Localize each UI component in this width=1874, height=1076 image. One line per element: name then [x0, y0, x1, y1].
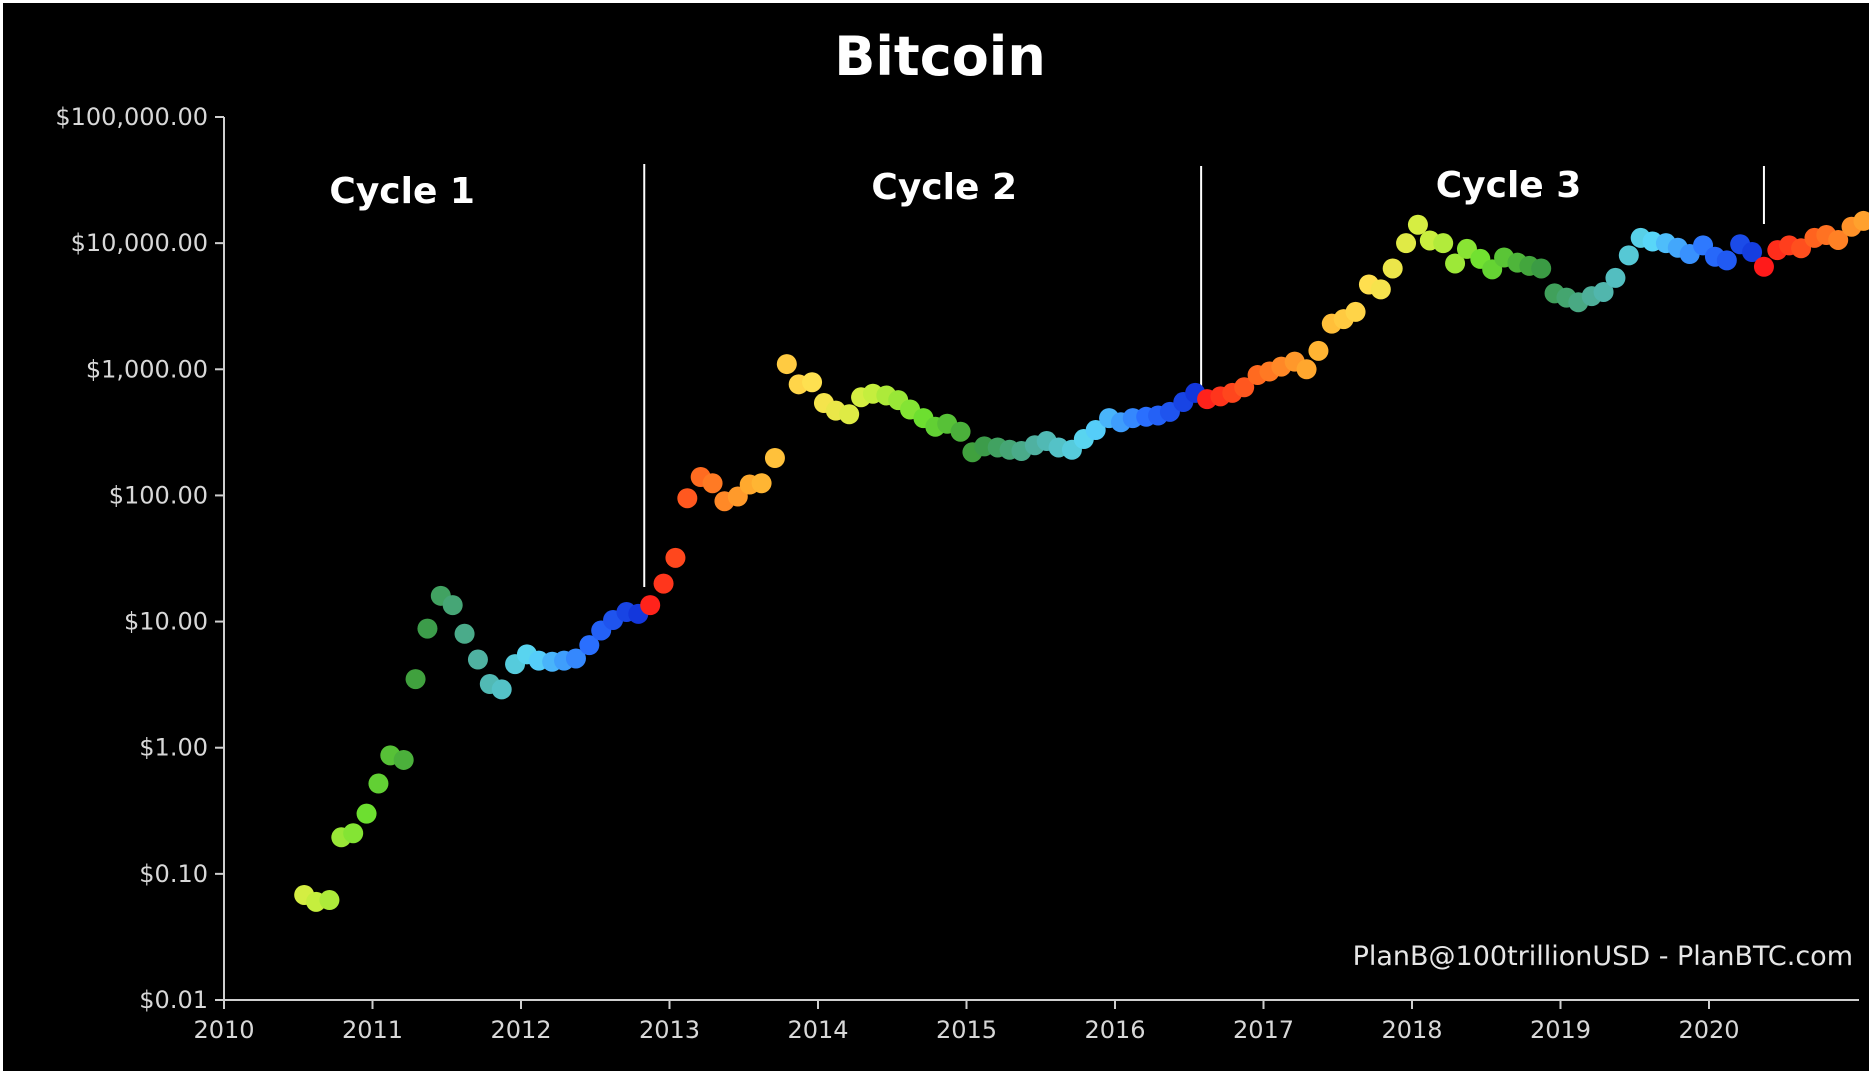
price-point — [950, 421, 971, 442]
price-point — [356, 803, 377, 824]
price-point — [1308, 340, 1329, 361]
price-point — [319, 890, 340, 911]
price-point — [1618, 245, 1639, 266]
y-tick-label: $0.01 — [139, 986, 208, 1014]
price-point — [640, 595, 661, 616]
price-point — [1234, 377, 1255, 398]
price-point — [368, 773, 389, 794]
price-point — [1828, 229, 1849, 250]
chart-svg: Bitcoin $100,000.00$10,000.00$1,000.00$1… — [55, 25, 1869, 1044]
price-point — [467, 649, 488, 670]
y-tick-label: $100.00 — [109, 481, 208, 509]
price-point — [1742, 242, 1763, 263]
x-tick-label: 2015 — [936, 1016, 997, 1044]
price-point — [1345, 301, 1366, 322]
chart-frame: Bitcoin $100,000.00 $10,000.00 $1,000.00 $1… — [3, 3, 1869, 1071]
price-point — [677, 488, 698, 509]
y-tick-label: $0.10 — [139, 860, 208, 888]
y-tick-label: $10,000.00 — [71, 229, 208, 257]
y-tick-label: $100,000.00 — [55, 103, 208, 131]
price-point — [1445, 253, 1466, 274]
price-points — [294, 210, 1869, 912]
price-point — [1382, 258, 1403, 279]
price-point — [1370, 279, 1391, 300]
chart-title: Bitcoin — [834, 25, 1046, 88]
chart-credit: PlanB@100trillionUSD - PlanBTC.com — [1353, 941, 1853, 972]
x-tick-label: 2018 — [1381, 1016, 1442, 1044]
price-point — [454, 623, 475, 644]
cycle-labels: Cycle 1 Cycle 2 Cycle 3 — [329, 165, 1581, 212]
price-point — [1531, 258, 1552, 279]
cycle-label: Cycle 2 — [871, 167, 1017, 208]
x-tick-label: 2016 — [1084, 1016, 1145, 1044]
y-tick-label: $10.00 — [124, 608, 208, 636]
price-point — [839, 404, 860, 425]
x-tick-label: 2020 — [1678, 1016, 1739, 1044]
price-point — [1433, 233, 1454, 254]
price-point — [776, 354, 797, 375]
x-axis-ticks: 2010 2011 2012 2013 2014 2015 2016 2017 2018 2019… — [193, 1000, 1740, 1044]
price-point — [1085, 420, 1106, 441]
price-point — [1605, 267, 1626, 288]
x-tick-label: 2013 — [639, 1016, 700, 1044]
price-point — [1593, 281, 1614, 302]
price-point — [417, 618, 438, 639]
price-point — [653, 573, 674, 594]
price-point — [579, 635, 600, 656]
x-tick-label: 2011 — [342, 1016, 403, 1044]
price-point — [1753, 256, 1774, 277]
x-tick-label: 2014 — [787, 1016, 848, 1044]
price-point — [442, 595, 463, 616]
cycle-label: Cycle 3 — [1436, 165, 1582, 206]
price-point — [1716, 250, 1737, 271]
price-point — [1396, 233, 1417, 254]
price-point — [393, 749, 414, 770]
x-tick-label: 2012 — [490, 1016, 551, 1044]
price-point — [565, 648, 586, 669]
price-point — [343, 823, 364, 844]
cycle-label: Cycle 1 — [329, 171, 475, 212]
price-point — [751, 473, 772, 494]
price-point — [405, 669, 426, 690]
price-point — [1407, 214, 1428, 235]
price-point — [802, 372, 823, 393]
price-point — [491, 679, 512, 700]
x-tick-label: 2017 — [1233, 1016, 1294, 1044]
price-point — [702, 473, 723, 494]
y-tick-label: $1,000.00 — [86, 355, 208, 383]
price-point — [764, 448, 785, 469]
x-tick-label: 2019 — [1530, 1016, 1591, 1044]
y-axis-ticks: $100,000.00 $10,000.00 $1,000.00 $100.00 $10… — [55, 103, 224, 1014]
y-tick-label: $1.00 — [139, 734, 208, 762]
price-point — [665, 547, 686, 568]
price-point — [1853, 210, 1869, 231]
price-point — [1296, 359, 1317, 380]
cycle-dividers — [643, 164, 1765, 587]
x-tick-label: 2010 — [193, 1016, 254, 1044]
